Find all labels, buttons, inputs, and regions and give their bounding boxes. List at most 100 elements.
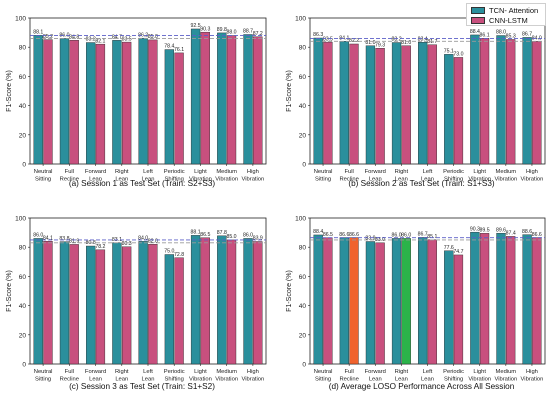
- bar-cnn-lstm: [479, 233, 490, 365]
- x-tick-label: Recline: [339, 177, 358, 183]
- data-label: 88.1: [191, 230, 201, 236]
- bar-cnn-lstm: [226, 35, 237, 165]
- bar-cnn-lstm: [253, 241, 263, 365]
- bar-tcn-attention: [217, 235, 227, 365]
- bar-cnn-lstm: [200, 237, 210, 365]
- y-tick-label: 20: [19, 332, 27, 339]
- data-label: 86.7: [522, 32, 532, 38]
- x-tick-label: Vibration: [468, 177, 491, 183]
- x-tick-label: Vibration: [468, 377, 491, 383]
- data-label: 89.5: [480, 228, 490, 234]
- y-axis-label: F1-Score (%): [286, 270, 293, 312]
- bar-cnn-lstm: [453, 254, 464, 365]
- x-tick-label: Sitting: [315, 377, 331, 383]
- bar-tcn-attention: [444, 54, 454, 165]
- bar-cnn-lstm: [506, 236, 516, 365]
- legend-label-tcn-attention: TCN- Attention: [489, 6, 539, 15]
- x-tick-label: Lean: [89, 177, 102, 183]
- data-label: 86.0: [59, 33, 69, 39]
- x-tick-label: Shifting: [165, 177, 184, 183]
- y-tick-label: 100: [15, 216, 26, 223]
- bar-cnn-lstm: [69, 39, 79, 165]
- y-tick-label: 80: [19, 45, 27, 52]
- x-tick-label: Lean: [369, 177, 382, 183]
- y-tick-label: 0: [22, 362, 26, 369]
- bar-cnn-lstm: [200, 31, 210, 165]
- data-label: 83.9: [365, 236, 375, 242]
- x-tick-label: Light: [473, 369, 486, 375]
- panel-caption: (c) Session 3 as Test Set (Train: S1+S2): [69, 382, 215, 391]
- data-label: 86.3: [313, 32, 323, 38]
- data-label: 87.4: [506, 231, 516, 237]
- data-label: 83.5: [122, 36, 132, 42]
- bar-cnn-lstm: [69, 244, 79, 365]
- data-label: 92.5: [191, 23, 201, 29]
- data-label: 83.0: [375, 237, 385, 243]
- panel-caption: (b) Session 2 as Test Set (Train: S1+S3): [348, 179, 495, 188]
- data-label: 78.4: [164, 44, 174, 50]
- bar-cnn-lstm: [375, 48, 385, 165]
- x-tick-label: Vibration: [215, 177, 238, 183]
- data-label: 84.1: [43, 235, 53, 241]
- bar-tcn-attention: [313, 234, 323, 365]
- bar-cnn-lstm: [148, 39, 158, 165]
- data-label: 86.0: [391, 233, 401, 239]
- data-label: 81.0: [401, 40, 411, 46]
- bar-cnn-lstm: [427, 44, 437, 165]
- y-tick-label: 40: [299, 103, 307, 110]
- x-tick-label: High: [526, 369, 538, 375]
- bar-tcn-attention: [86, 42, 96, 165]
- y-tick-label: 40: [19, 303, 27, 310]
- bar-cnn-lstm: [349, 237, 359, 365]
- legend-label-cnn-lstm: CNN-LSTM: [489, 16, 528, 25]
- data-label: 86.6: [532, 232, 542, 238]
- bar-tcn-attention: [391, 238, 402, 365]
- y-tick-label: 80: [19, 245, 27, 252]
- data-label: 88.6: [522, 229, 532, 235]
- x-tick-label: Medium: [216, 169, 237, 175]
- x-tick-label: Periodic: [164, 369, 185, 375]
- data-label: 86.6: [339, 232, 349, 238]
- x-tick-label: Shifting: [165, 377, 184, 383]
- bar-tcn-attention: [522, 37, 532, 165]
- data-label: 84.0: [138, 236, 148, 242]
- bar-tcn-attention: [112, 242, 122, 365]
- y-tick-label: 80: [299, 45, 307, 52]
- x-tick-label: Forward: [365, 369, 386, 375]
- legend: TCN- Attention CNN-LSTM: [466, 3, 546, 26]
- x-tick-label: Vibration: [241, 177, 264, 183]
- bar-tcn-attention: [86, 245, 96, 365]
- legend-item-tcn-attention: TCN- Attention: [471, 6, 538, 15]
- bar-cnn-lstm: [532, 41, 542, 165]
- x-tick-label: Left: [423, 369, 433, 375]
- data-label: 84.7: [112, 35, 122, 41]
- x-tick-label: Left: [143, 169, 153, 175]
- bar-tcn-attention: [217, 32, 227, 165]
- x-tick-label: Lean: [142, 377, 155, 383]
- bar-cnn-lstm: [174, 52, 184, 165]
- y-tick-label: 80: [299, 245, 307, 252]
- bar-tcn-attention: [190, 28, 201, 165]
- y-tick-label: 40: [299, 303, 307, 310]
- bar-tcn-attention: [418, 237, 428, 365]
- bar-cnn-lstm: [121, 246, 132, 365]
- x-tick-label: Vibration: [494, 177, 517, 183]
- data-label: 81.7: [427, 39, 437, 45]
- y-tick-label: 60: [299, 274, 307, 281]
- y-tick-label: 60: [19, 74, 27, 81]
- data-label: 88.0: [496, 30, 506, 36]
- y-tick-label: 40: [19, 103, 27, 110]
- bar-tcn-attention: [59, 38, 70, 165]
- bar-cnn-lstm: [174, 257, 184, 365]
- data-label: 84.1: [339, 35, 349, 41]
- bar-tcn-attention: [164, 254, 175, 365]
- data-label: 75.1: [444, 49, 454, 55]
- data-label: 84.0: [532, 36, 542, 42]
- y-tick-label: 0: [302, 162, 306, 169]
- x-tick-label: Light: [194, 369, 207, 375]
- y-tick-label: 60: [19, 274, 27, 281]
- y-tick-label: 100: [15, 16, 26, 23]
- bar-cnn-lstm: [43, 39, 53, 165]
- data-label: 73.0: [453, 52, 463, 58]
- x-tick-label: Full: [344, 369, 353, 375]
